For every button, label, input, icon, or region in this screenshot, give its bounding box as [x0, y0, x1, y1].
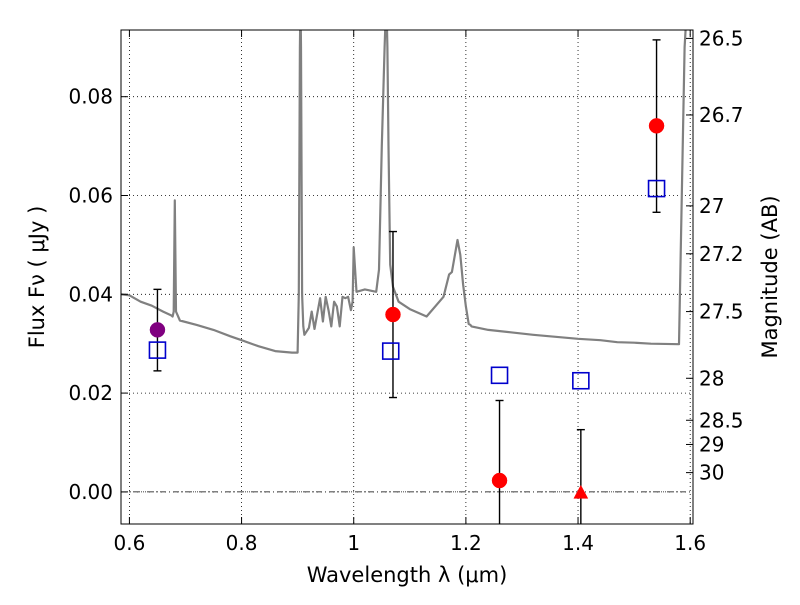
x-tick-label: 0.6 — [114, 531, 146, 555]
right-tick-label: 30 — [699, 461, 724, 485]
upper-limit-point — [573, 484, 589, 499]
right-axis-ticks: 26.5 26.7 27 27.2 27.5 28 28.529 30 — [686, 26, 744, 485]
model-spectrum — [121, 30, 687, 354]
right-tick-label: 28 — [699, 366, 724, 390]
right-tick-label: 27.5 — [699, 300, 744, 324]
y-tick-label: 0.04 — [68, 282, 113, 306]
right-axis-label: Magnitude (AB) — [758, 195, 782, 358]
x-axis-label: Wavelength λ (μm) — [307, 563, 508, 587]
model-band-square — [381, 342, 400, 360]
y-axis-ticks: 0.00 0.02 0.04 0.06 0.08 — [68, 85, 128, 504]
right-tick-label: 26.5 — [699, 26, 744, 50]
observed-flux-point — [648, 118, 665, 134]
observed-flux-point — [385, 306, 401, 323]
model-band-square — [490, 366, 509, 385]
grid — [121, 30, 693, 524]
photometry-points — [148, 39, 666, 524]
y-tick-label: 0.08 — [68, 85, 113, 109]
x-tick-label: 1.2 — [450, 531, 482, 555]
y-axis-label: Flux Fν ( μJy ) — [25, 206, 49, 349]
y-tick-label: 0.02 — [68, 381, 113, 405]
model-band-square — [647, 179, 666, 198]
model-band-square — [572, 371, 590, 390]
y-tick-label: 0.06 — [68, 183, 113, 207]
plot-frame — [120, 29, 694, 525]
x-tick-label: 1.6 — [674, 531, 706, 555]
y-tick-label: 0.00 — [68, 480, 113, 504]
observed-flux-point — [491, 472, 508, 489]
x-tick-label: 1 — [347, 531, 360, 555]
right-tick-label: 26.7 — [699, 103, 744, 127]
x-tick-label: 0.8 — [226, 531, 258, 555]
observed-flux-point — [149, 322, 166, 338]
x-axis-ticks: 0.6 0.8 1 1.2 1.4 1.6 — [114, 30, 706, 555]
model-band-square — [148, 341, 167, 359]
right-tick-label: 28.5 — [699, 408, 744, 432]
right-tick-label: 27 — [699, 194, 724, 218]
right-tick-label: 29 — [699, 432, 724, 456]
model-spectrum-line — [121, 30, 687, 354]
right-tick-label: 27.2 — [699, 242, 744, 266]
x-tick-label: 1.4 — [562, 531, 594, 555]
